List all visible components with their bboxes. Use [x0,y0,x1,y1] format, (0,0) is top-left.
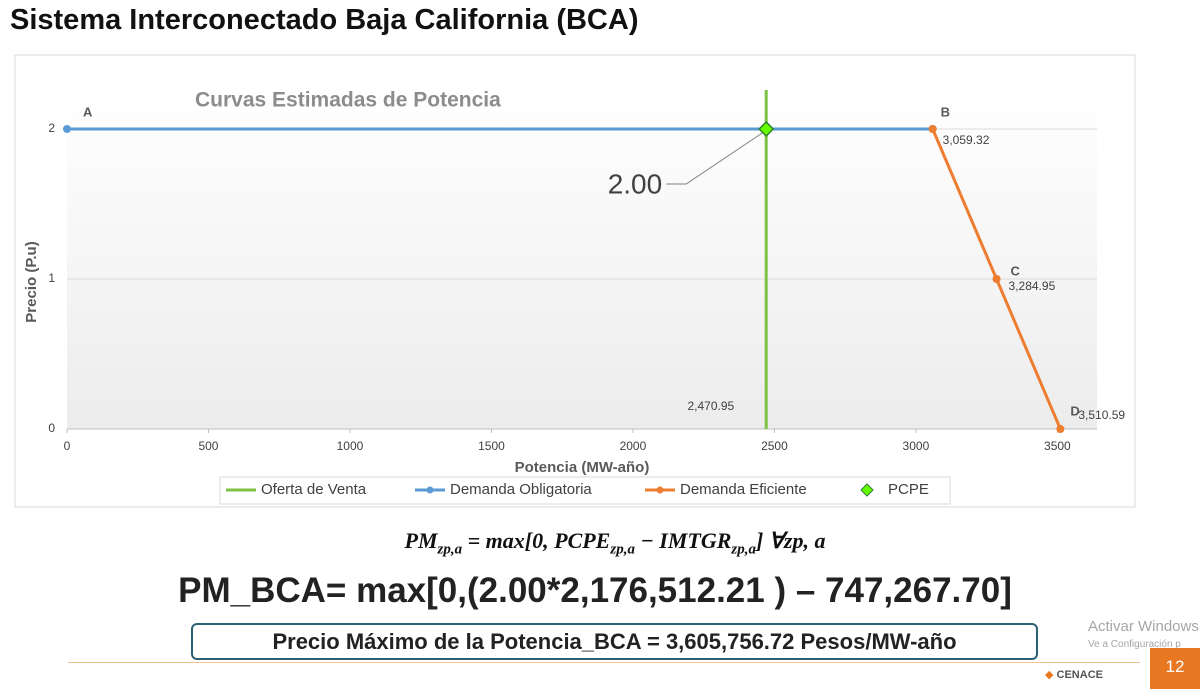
point [63,125,71,133]
y-tick-label: 1 [48,271,55,285]
point [1056,425,1065,433]
formula-part: = max[0, [462,528,555,553]
x-tick-label: 3000 [903,439,930,453]
x-axis-label: Potencia (MW-año) [515,459,650,476]
y-axis-label: Precio (P.u) [23,241,40,322]
point-label: C [1011,263,1021,278]
logo-text: CENACE [1056,669,1103,681]
leader-line [666,132,763,185]
page-number: 12 [1150,648,1200,689]
x-tick-label: 1500 [478,439,505,453]
y-tick-label: 0 [48,421,55,435]
formula-subscript: zp,a [437,541,463,558]
legend-label: Demanda Eficiente [680,481,807,498]
formula: PMzp,a = max[0, PCPEzp,a − IMTGRzp,a] ∀z… [0,528,1200,558]
legend [219,476,951,505]
point-label: A [83,104,93,119]
legend-symbol [656,486,664,494]
formula-part: PCPE [554,528,611,553]
chart-title: Curvas Estimadas de Potencia [195,89,501,112]
formula-subscript: zp,a [731,541,757,558]
formula-part: ] ∀zp, a [756,528,826,553]
point [758,120,775,138]
watermark: Ve a Configuración p [1088,639,1181,650]
formula-subscript: zp,a [610,541,635,558]
x-value-label: 3,059.32 [943,133,990,147]
legend-label: PCPE [888,481,929,498]
formula-part: − [634,528,660,553]
plot-area [67,90,1097,429]
result-box: Precio Máximo de la Potencia_BCA = 3,605… [191,623,1038,660]
x-tick-label: 2500 [761,439,788,453]
point-label: B [941,104,950,119]
formula-part: IMTGR [659,528,732,553]
x-value-label: 3,510.59 [1078,408,1125,422]
x-tick-label: 1000 [337,439,364,453]
logo: ◆ CENACE [1045,669,1103,681]
x-value-label: 3,284.95 [1009,279,1056,293]
footer-line [68,662,1140,663]
legend-label: Oferta de Venta [261,481,367,498]
x-tick-label: 500 [198,439,218,453]
x-tick-label: 3500 [1044,439,1071,453]
value-label: 2.00 [608,168,663,199]
x-value-label: 2,470.95 [687,399,734,413]
x-tick-label: 0 [64,439,71,453]
legend-symbol [860,483,874,497]
legend-symbol [426,486,434,494]
legend-label: Demanda Obligatoria [450,481,592,498]
point [992,275,1001,283]
formula-part: PM [404,528,438,553]
point [928,125,937,133]
x-tick-label: 2000 [620,439,647,453]
y-tick-label: 2 [48,121,55,135]
point-label: D [1070,403,1079,418]
slide-title: Sistema Interconectado Baja California (… [10,4,639,36]
calculation: PM_BCA= max[0,(2.00*2,176,512.21 ) – 747… [178,571,1012,610]
watermark: Activar Windows [1088,618,1199,635]
